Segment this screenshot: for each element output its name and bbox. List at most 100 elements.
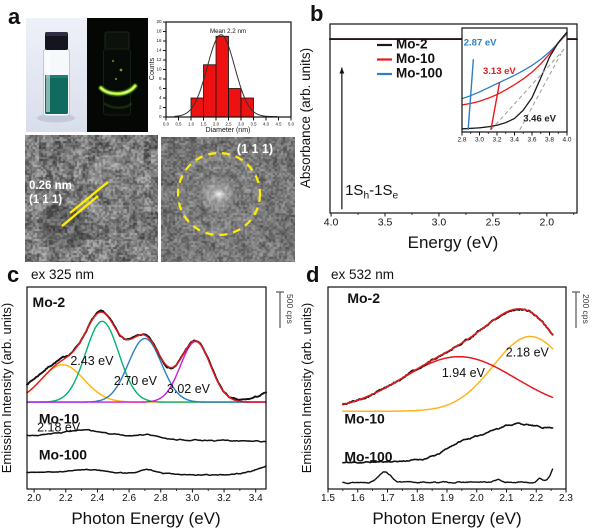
x-tick-label: 2.4 — [90, 493, 104, 504]
inset-background — [462, 28, 567, 132]
plot-frame — [329, 23, 578, 214]
annotation-text: 200 cps — [581, 294, 591, 324]
annotation-text: Mean 2.2 nm — [210, 28, 246, 35]
histogram-bar — [228, 88, 242, 118]
series-Mo-100 — [342, 468, 554, 485]
vial-liquid — [45, 75, 68, 114]
panel-d-label: d — [306, 262, 320, 287]
x-tick-label: 4.0 — [562, 137, 571, 144]
y-tick-label: 0 — [159, 114, 162, 119]
series-component-2.18eV — [342, 335, 554, 412]
x-axis-label: Diameter (nm) — [206, 127, 251, 134]
annotation-text: 1Sh​-1Se​ — [345, 182, 398, 202]
y-tick-label: 12 — [156, 57, 162, 62]
lattice-plane-label: (1 1 1) — [29, 194, 62, 206]
fft-texture — [161, 137, 295, 262]
beam-reflection — [103, 102, 133, 109]
vial-cap — [45, 32, 68, 50]
panel-b-label: b — [310, 1, 324, 26]
histogram-bar — [215, 35, 229, 118]
annotation-text: 2.43 eV — [70, 354, 114, 368]
y-tick-label: 10 — [156, 67, 162, 72]
annotation-line — [467, 59, 475, 130]
annotation-text: 2.18 eV — [37, 420, 81, 434]
series-gaussian-fit — [174, 34, 278, 118]
size-histogram: 0.0 0.5 1.0 1.5 2.0 2.5 3.0 3.5 4.0 4.5 5.0 Diamete… — [149, 19, 295, 134]
uv-vial-glass — [103, 48, 131, 116]
x-tick-label: 2.0 — [213, 122, 220, 127]
x-tick-label: 0.0 — [163, 122, 170, 127]
x-tick-label: 3.4 — [510, 137, 519, 144]
x-tick-label: 3.6 — [527, 137, 536, 144]
diffraction-ring-circle — [176, 151, 262, 237]
annotation-text: 3.02 eV — [167, 382, 211, 396]
x-tick-label: 4.5 — [276, 122, 283, 127]
x-tick-label: 2.2 — [529, 493, 543, 504]
x-tick-label: 1.0 — [188, 122, 195, 127]
series-Mo-10-inset — [461, 31, 568, 106]
annotation-text: 2.18 eV — [506, 346, 550, 360]
y-tick-label: 2 — [159, 105, 162, 110]
y-axis-label: Emission Intensity (arb. units) — [300, 303, 314, 474]
x-tick-label: 2.3 — [559, 493, 573, 504]
daylight-vial-photo — [26, 18, 87, 132]
panel-d-subtitle: ex 532 nm — [331, 267, 395, 282]
annotation-text: 2.70 eV — [114, 374, 158, 388]
vial-cap-top — [45, 32, 68, 36]
x-axis-label: Photon Energy (eV) — [372, 509, 521, 528]
x-tick-label: 3.5 — [251, 122, 258, 127]
fft-plane-label: (1 1 1) — [237, 142, 273, 156]
y-tick-label: 16 — [156, 38, 162, 43]
annotation-text: 2.87 eV — [464, 38, 497, 49]
absorbance-inset-chart: 2.8 3.0 3.2 3.4 3.6 3.8 4.0 2.87 eV 3.13 eV 3.46 … — [457, 27, 572, 144]
annotation-text: Mo-2 — [347, 290, 380, 306]
x-tick-label: 1.7 — [381, 493, 395, 504]
legend-label: Mo-10 — [396, 51, 435, 66]
x-tick-label: 3.0 — [475, 137, 484, 144]
series-Mo-100-inset — [461, 33, 568, 100]
uv-vial-photo — [87, 18, 148, 132]
x-tick-label: 1.9 — [440, 493, 454, 504]
y-axis-label: Counts — [149, 57, 156, 80]
x-tick-label: 3.8 — [545, 137, 554, 144]
annotation-line — [490, 48, 565, 131]
x-tick-label: 5.0 — [288, 122, 295, 127]
series-Mo-10 — [342, 422, 554, 464]
annotation-line — [519, 53, 562, 131]
x-tick-label: 3.2 — [492, 137, 501, 144]
histogram-bar — [190, 97, 204, 118]
emission-chart-325: 2.0 2.2 2.4 2.6 2.8 3.0 3.2 3.4 Photon Energy (e… — [0, 286, 295, 528]
x-tick-label: 4.0 — [324, 217, 339, 229]
glass-highlight — [46, 52, 50, 112]
hrtem-image: 0.26 nm (1 1 1) — [25, 135, 158, 262]
series-Mo-2-fit — [342, 308, 554, 406]
x-tick-label: 2.0 — [27, 493, 41, 504]
annotation-text: 500 cps — [285, 294, 295, 324]
x-tick-label: 3.0 — [432, 217, 447, 229]
panel-c-subtitle: ex 325 nm — [31, 267, 95, 282]
x-tick-label: 1.8 — [410, 493, 424, 504]
hrtem-texture — [25, 135, 158, 262]
y-tick-label: 4 — [159, 95, 162, 100]
lattice-fringe-line — [69, 181, 109, 214]
annotation-text: 3.13 eV — [483, 66, 516, 77]
y-tick-label: 14 — [156, 48, 162, 53]
y-tick-label: 20 — [156, 19, 162, 24]
x-tick-label: 0.5 — [176, 122, 183, 127]
x-axis-label: Photon Energy (eV) — [71, 509, 220, 528]
y-tick-label: 18 — [156, 29, 162, 34]
series-component-3.02eV — [26, 340, 267, 403]
annotation-text: Mo-10 — [344, 410, 385, 426]
series-Mo-10 — [26, 428, 267, 443]
series-component-2.43eV — [26, 320, 267, 403]
x-tick-label: 2.1 — [500, 493, 514, 504]
annotation-text: 1.94 eV — [442, 366, 486, 380]
fluorescence-speckle — [114, 77, 118, 81]
x-axis-label: Energy (eV) — [408, 233, 499, 252]
x-tick-label: 3.5 — [378, 217, 393, 229]
series-Mo-2-fit — [26, 311, 267, 403]
x-tick-label: 3.2 — [217, 493, 231, 504]
x-tick-label: 4.0 — [263, 122, 270, 127]
annotation-text: Mo-10 — [39, 410, 80, 426]
